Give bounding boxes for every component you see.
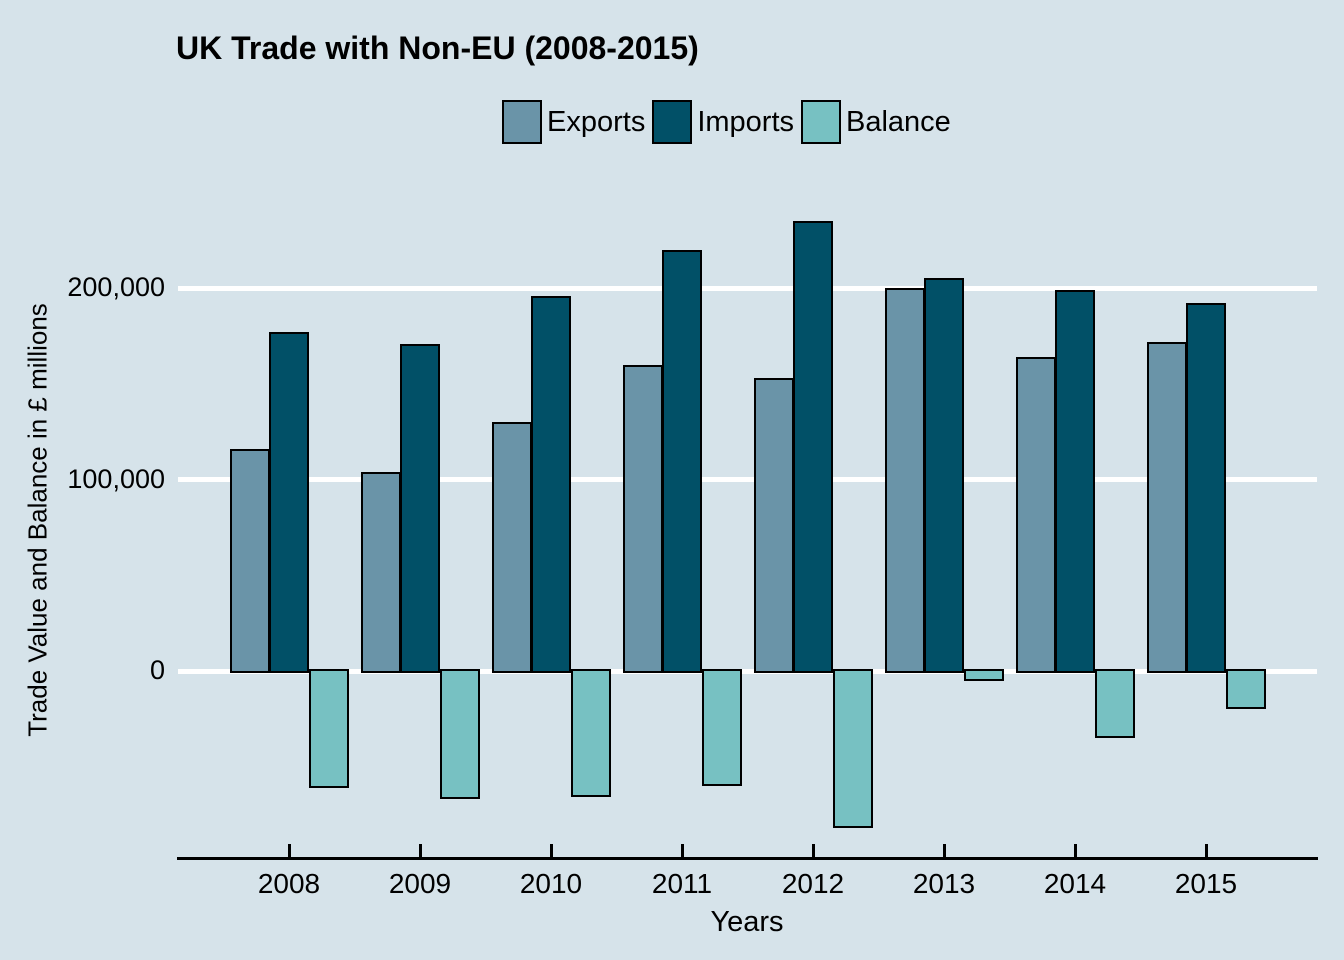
bar-exports-2014 bbox=[1015, 356, 1056, 673]
bar-imports-2008 bbox=[269, 332, 310, 673]
x-tick-2012 bbox=[811, 844, 815, 857]
x-tick-label-2011: 2011 bbox=[651, 868, 713, 899]
x-tick-label-2009: 2009 bbox=[388, 868, 452, 899]
x-tick-label-2013: 2013 bbox=[912, 868, 976, 899]
x-tick-2008 bbox=[287, 844, 291, 857]
x-tick-2015 bbox=[1204, 844, 1208, 857]
bar-exports-2013 bbox=[884, 288, 925, 673]
x-tick-2010 bbox=[549, 844, 553, 857]
y-tick-label: 200,000 bbox=[67, 272, 165, 302]
bar-balance-2011 bbox=[701, 669, 742, 786]
legend-swatch-exports bbox=[502, 100, 542, 144]
bar-exports-2010 bbox=[491, 422, 532, 673]
x-tick-label-2010: 2010 bbox=[519, 868, 583, 899]
legend-swatch-imports bbox=[652, 100, 693, 144]
y-tick-label: 100,000 bbox=[67, 463, 165, 494]
gridline-0 bbox=[178, 668, 1317, 674]
x-tick-label-2014: 2014 bbox=[1043, 868, 1107, 899]
chart-title: UK Trade with Non-EU (2008-2015) bbox=[176, 30, 699, 66]
x-axis-line bbox=[177, 857, 1318, 860]
legend-label-imports: Imports bbox=[697, 105, 795, 138]
x-tick-2009 bbox=[418, 844, 422, 857]
bar-exports-2008 bbox=[229, 448, 270, 673]
legend-item-balance: Balance bbox=[801, 100, 951, 144]
bar-imports-2009 bbox=[400, 343, 441, 673]
gridline-100,000 bbox=[178, 477, 1317, 482]
legend-label-balance: Balance bbox=[846, 105, 951, 138]
bar-exports-2009 bbox=[360, 471, 401, 673]
bar-imports-2015 bbox=[1186, 303, 1227, 673]
bar-balance-2013 bbox=[963, 669, 1004, 681]
bar-imports-2012 bbox=[793, 220, 834, 673]
bar-imports-2014 bbox=[1055, 289, 1096, 673]
legend-item-exports: Exports bbox=[502, 100, 645, 144]
x-axis-title: Years bbox=[710, 906, 784, 938]
bar-balance-2008 bbox=[308, 669, 349, 788]
legend-item-imports: Imports bbox=[652, 100, 794, 144]
bar-balance-2012 bbox=[832, 669, 873, 829]
bar-exports-2011 bbox=[622, 364, 663, 673]
legend-label-exports: Exports bbox=[547, 105, 646, 138]
bar-exports-2012 bbox=[753, 378, 794, 673]
bar-imports-2013 bbox=[924, 278, 965, 673]
bar-exports-2015 bbox=[1146, 341, 1187, 673]
legend: Exports Imports Balance bbox=[502, 100, 958, 144]
x-tick-label-2008: 2008 bbox=[257, 868, 321, 899]
bar-balance-2014 bbox=[1094, 669, 1135, 739]
bar-imports-2011 bbox=[662, 249, 703, 673]
x-tick-label-2012: 2012 bbox=[781, 868, 845, 899]
x-tick-2013 bbox=[942, 844, 946, 857]
legend-swatch-balance bbox=[801, 100, 842, 144]
x-tick-2014 bbox=[1073, 844, 1077, 857]
x-tick-label-2015: 2015 bbox=[1174, 868, 1238, 899]
bar-imports-2010 bbox=[531, 295, 572, 673]
gridline-200,000 bbox=[178, 285, 1317, 291]
bar-balance-2010 bbox=[570, 669, 611, 798]
bar-balance-2015 bbox=[1225, 669, 1266, 710]
bar-balance-2009 bbox=[439, 669, 480, 800]
y-tick-label: 0 bbox=[149, 655, 165, 685]
x-tick-2011 bbox=[680, 844, 684, 857]
